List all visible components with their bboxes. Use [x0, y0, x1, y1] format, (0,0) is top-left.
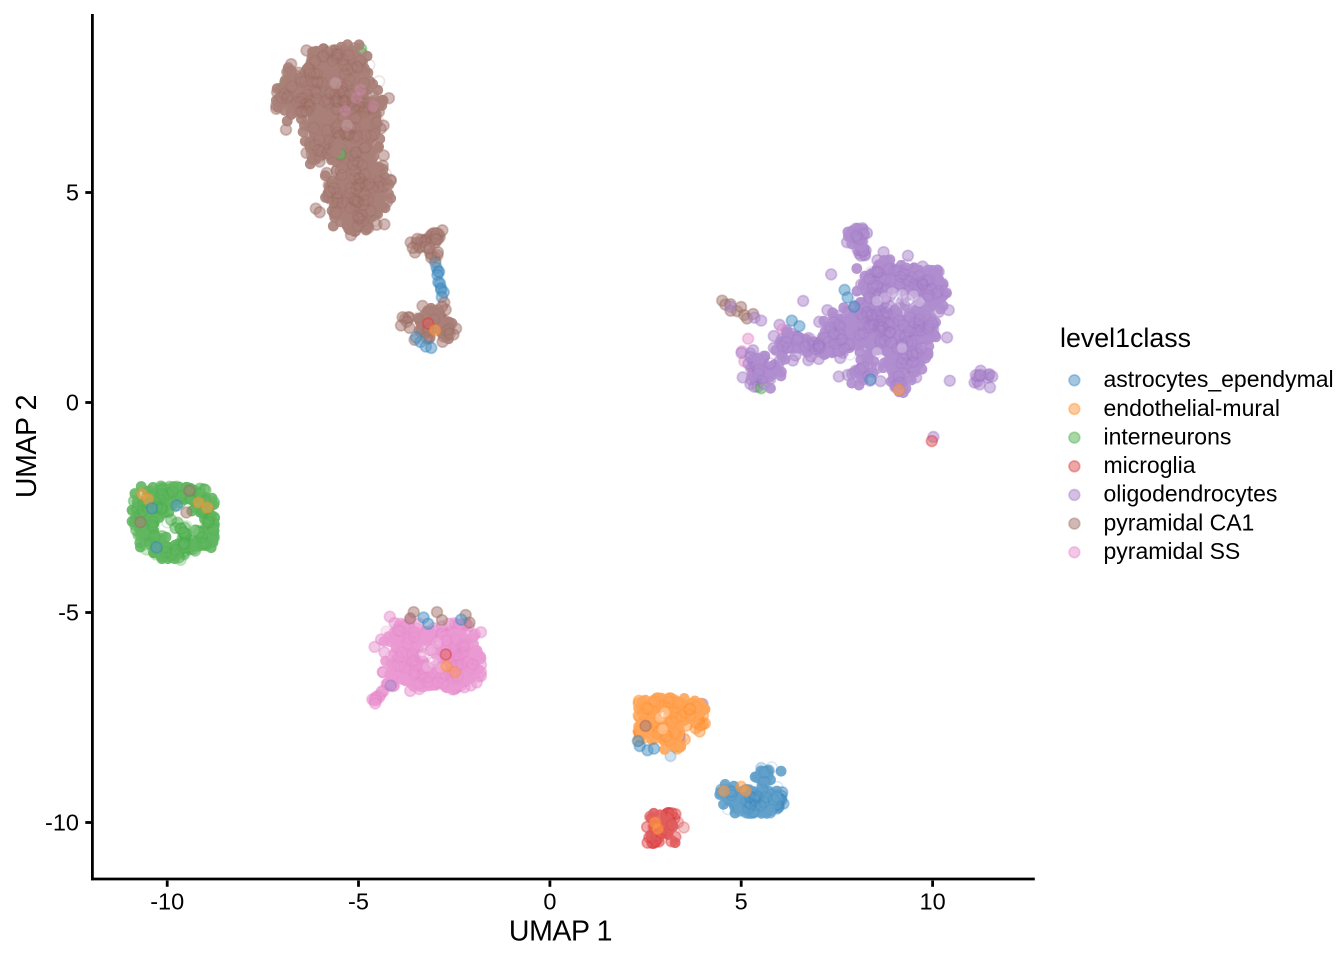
- svg-text:oligodendrocytes: oligodendrocytes: [1104, 481, 1278, 507]
- svg-text:-5: -5: [58, 600, 79, 626]
- svg-text:0: 0: [543, 889, 556, 915]
- svg-text:pyramidal CA1: pyramidal CA1: [1104, 509, 1255, 535]
- svg-text:level1class: level1class: [1060, 323, 1191, 353]
- svg-text:5: 5: [66, 180, 79, 206]
- svg-text:5: 5: [735, 889, 748, 915]
- svg-text:10: 10: [920, 889, 946, 915]
- svg-text:-5: -5: [348, 889, 369, 915]
- svg-text:-10: -10: [45, 810, 79, 836]
- svg-text:-10: -10: [150, 889, 184, 915]
- svg-text:UMAP 2: UMAP 2: [11, 395, 43, 498]
- svg-text:endothelial-mural: endothelial-mural: [1104, 395, 1280, 421]
- svg-text:pyramidal SS: pyramidal SS: [1104, 538, 1241, 564]
- svg-text:0: 0: [66, 390, 79, 416]
- svg-text:UMAP 1: UMAP 1: [509, 916, 612, 948]
- svg-text:interneurons: interneurons: [1104, 423, 1232, 449]
- svg-text:microglia: microglia: [1104, 452, 1196, 478]
- svg-text:astrocytes_ependymal: astrocytes_ependymal: [1104, 366, 1334, 392]
